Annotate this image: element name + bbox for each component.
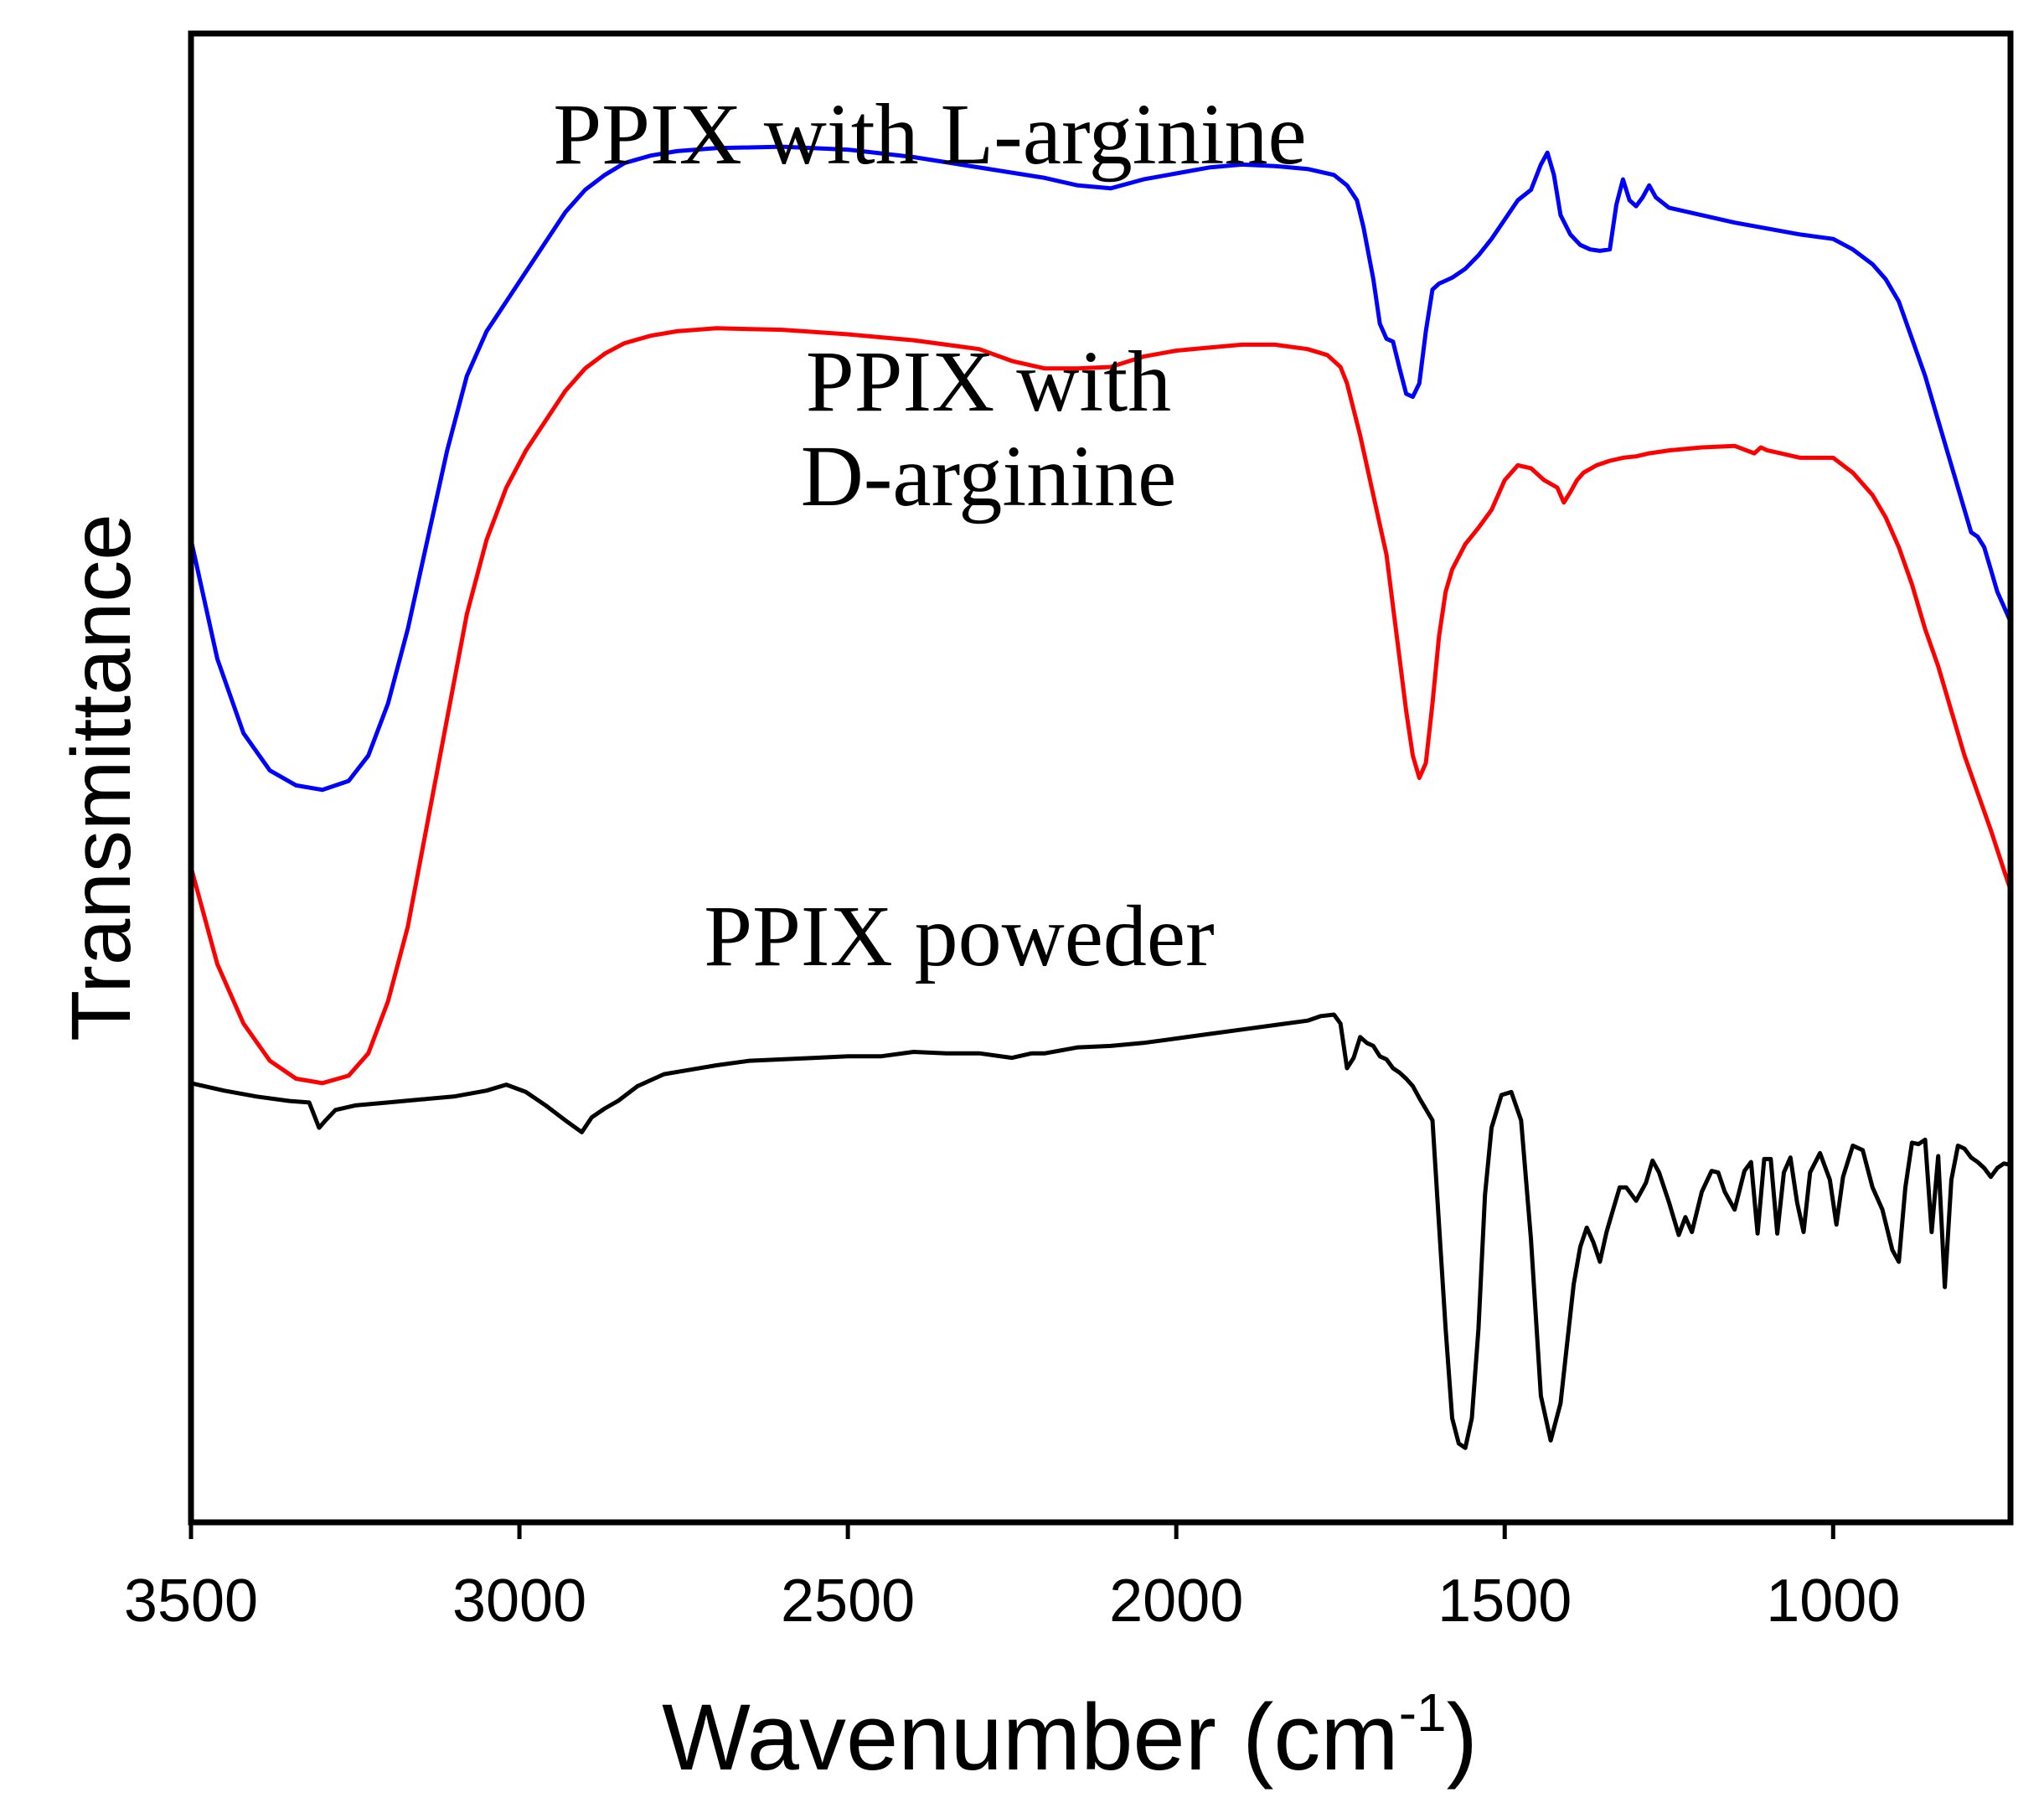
- x-tick-layer: 3500 3000 2500 2000 1500 1000: [124, 1522, 1900, 1635]
- series-label-2-line-0: PPIX poweder: [704, 888, 1214, 984]
- y-axis-title: Transmittance: [54, 514, 148, 1041]
- x-axis-title-close: ): [1447, 1685, 1478, 1790]
- series-label-0-line-0: PPIX with L-arginine: [553, 86, 1306, 183]
- series-label-1-line-1: D-arginine: [801, 428, 1177, 524]
- x-tick-label: 1500: [1438, 1568, 1572, 1635]
- x-axis-title-superscript: -1: [1399, 1682, 1447, 1743]
- series-line-0: [188, 144, 2013, 793]
- x-axis-title: Wavenumber (cm-1): [662, 1682, 1478, 1790]
- plot-frame: [188, 30, 2014, 1526]
- x-axis-title-text: Wavenumber (cm: [662, 1685, 1399, 1790]
- series-line-2: [190, 1012, 2011, 1450]
- x-tick-label: 1000: [1766, 1568, 1900, 1635]
- series-layer: [188, 144, 2013, 1450]
- x-tick-label: 3000: [452, 1568, 586, 1635]
- series-line-1: [188, 326, 2013, 1086]
- x-tick-label: 2000: [1109, 1568, 1243, 1635]
- series-label-1-line-0: PPIX with: [806, 333, 1171, 430]
- x-tick-label: 3500: [124, 1568, 258, 1635]
- x-tick-label: 2500: [781, 1568, 915, 1635]
